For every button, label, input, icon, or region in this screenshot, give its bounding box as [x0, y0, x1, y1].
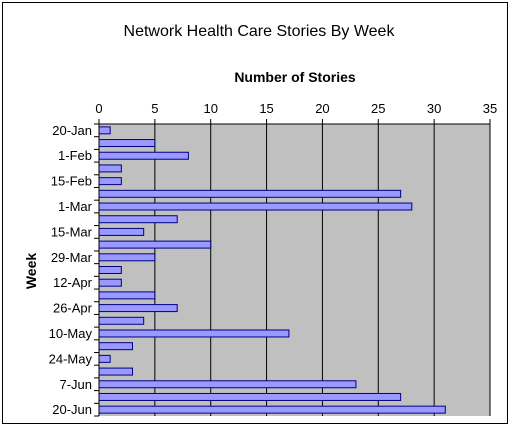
y-tick-label: 10-May	[49, 326, 93, 341]
y-axis-label: Week	[23, 253, 39, 290]
bar-chart: Network Health Care Stories By Week Numb…	[23, 23, 497, 417]
bar-31-May	[98, 367, 134, 376]
y-tick-label: 24-May	[49, 351, 93, 366]
bar-1-Feb	[98, 151, 189, 160]
bar-20-Jun	[98, 405, 446, 414]
bar-24-May	[98, 354, 111, 363]
bar-12-Apr	[98, 278, 122, 287]
y-tick-label: 29-Mar	[51, 250, 93, 265]
bar-8-Feb	[98, 164, 122, 173]
bar-8-Mar	[98, 215, 178, 224]
y-tick-label: 15-Mar	[51, 224, 93, 239]
y-tick-label: 26-Apr	[53, 301, 93, 316]
bar-26-Apr	[98, 304, 178, 313]
x-tick-label: 5	[151, 101, 158, 116]
bars	[98, 126, 446, 414]
axes	[94, 119, 491, 417]
bar-10-May	[98, 329, 290, 338]
bar-19-Apr	[98, 291, 156, 300]
x-tick-labels: 0 5 10 15 20 25 30 35	[95, 101, 497, 116]
x-tick-label: 20	[315, 101, 329, 116]
bar-22-Mar	[98, 240, 212, 249]
y-tick-label: 12-Apr	[53, 275, 93, 290]
y-tick-label: 1-Feb	[58, 148, 92, 163]
bar-27-Jan	[98, 139, 156, 148]
bar-22-Feb	[98, 189, 402, 198]
bar-15-Mar	[98, 227, 145, 236]
x-tick-label: 25	[371, 101, 385, 116]
chart-frame: Network Health Care Stories By Week Numb…	[2, 2, 508, 424]
y-tick-label: 15-Feb	[51, 174, 92, 189]
gridlines	[154, 124, 491, 416]
y-tick-label: 20-Jun	[52, 402, 92, 417]
bar-15-Feb	[98, 177, 122, 186]
bar-29-Mar	[98, 253, 156, 262]
y-tick-labels: 20-Jan 1-Feb 15-Feb 1-Mar 15-Mar 29-Mar 12-Apr…	[49, 123, 93, 417]
y-tick-label: 7-Jun	[59, 377, 92, 392]
x-tick-label: 10	[203, 101, 217, 116]
bar-20-Jan	[98, 126, 111, 135]
bar-3-May	[98, 316, 145, 325]
bar-5-Apr	[98, 266, 122, 274]
x-tick-label: 30	[427, 101, 441, 116]
bar-7-Jun	[98, 380, 357, 389]
x-tick-label: 15	[259, 101, 273, 116]
bar-14-Jun	[98, 392, 402, 401]
x-tick-label: 0	[95, 101, 102, 116]
bar-17-May	[98, 342, 134, 351]
plot-area	[99, 124, 490, 416]
x-tick-label: 35	[483, 101, 497, 116]
x-axis-label: Number of Stories	[234, 69, 356, 85]
y-tick-label: 20-Jan	[52, 123, 92, 138]
y-tick-label: 1-Mar	[58, 199, 93, 214]
chart-title: Network Health Care Stories By Week	[124, 23, 396, 40]
bar-1-Mar	[98, 202, 413, 211]
